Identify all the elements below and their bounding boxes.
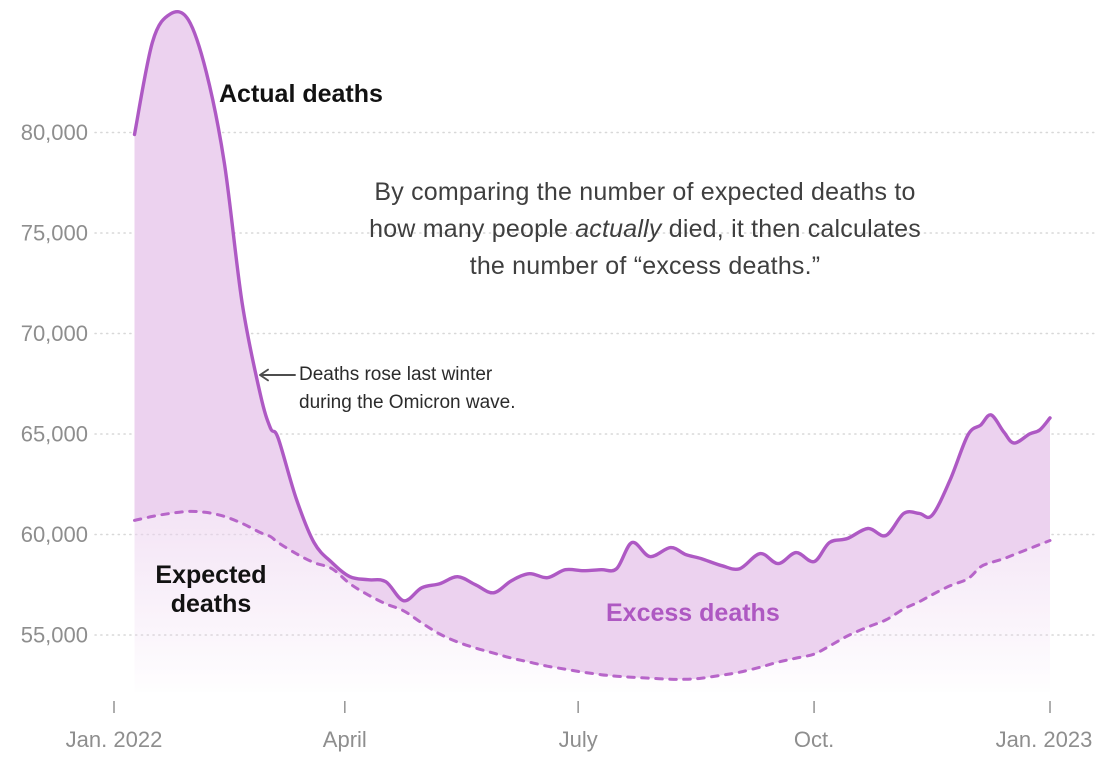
explainer-word-actually: actually <box>575 215 662 243</box>
explainer-line-2-pre: how many people <box>369 215 576 243</box>
actual-deaths-label: Actual deaths <box>219 80 383 108</box>
svg-text:Oct.: Oct. <box>794 727 834 752</box>
explainer-line-1: By comparing the number of expected deat… <box>374 178 916 206</box>
svg-text:75,000: 75,000 <box>21 221 88 246</box>
left-arrow-path <box>259 368 296 382</box>
svg-text:60,000: 60,000 <box>21 522 88 547</box>
svg-text:Jan. 2023: Jan. 2023 <box>996 727 1093 752</box>
expected-deaths-label: Expected deaths <box>155 561 267 618</box>
annotation-line-2: during the Omicron wave. <box>299 392 516 413</box>
left-arrow-icon <box>259 368 296 382</box>
excess-deaths-label: Excess deaths <box>606 599 780 627</box>
explainer-line-2: how many people actually died, it then c… <box>279 211 1011 248</box>
svg-text:Jan. 2022: Jan. 2022 <box>66 727 163 752</box>
svg-text:July: July <box>559 727 598 752</box>
explainer-line-2-post: died, it then calculates <box>661 215 921 243</box>
svg-text:55,000: 55,000 <box>21 623 88 648</box>
svg-text:80,000: 80,000 <box>21 120 88 145</box>
svg-text:70,000: 70,000 <box>21 321 88 346</box>
annotation-line-1: Deaths rose last winter <box>299 364 493 385</box>
svg-text:April: April <box>323 727 367 752</box>
svg-text:65,000: 65,000 <box>21 422 88 447</box>
annotation: Deaths rose last winter during the Omicr… <box>299 361 516 417</box>
explainer-line-3: the number of “excess deaths.” <box>469 252 821 280</box>
explainer-text: By comparing the number of expected deat… <box>279 174 1011 285</box>
